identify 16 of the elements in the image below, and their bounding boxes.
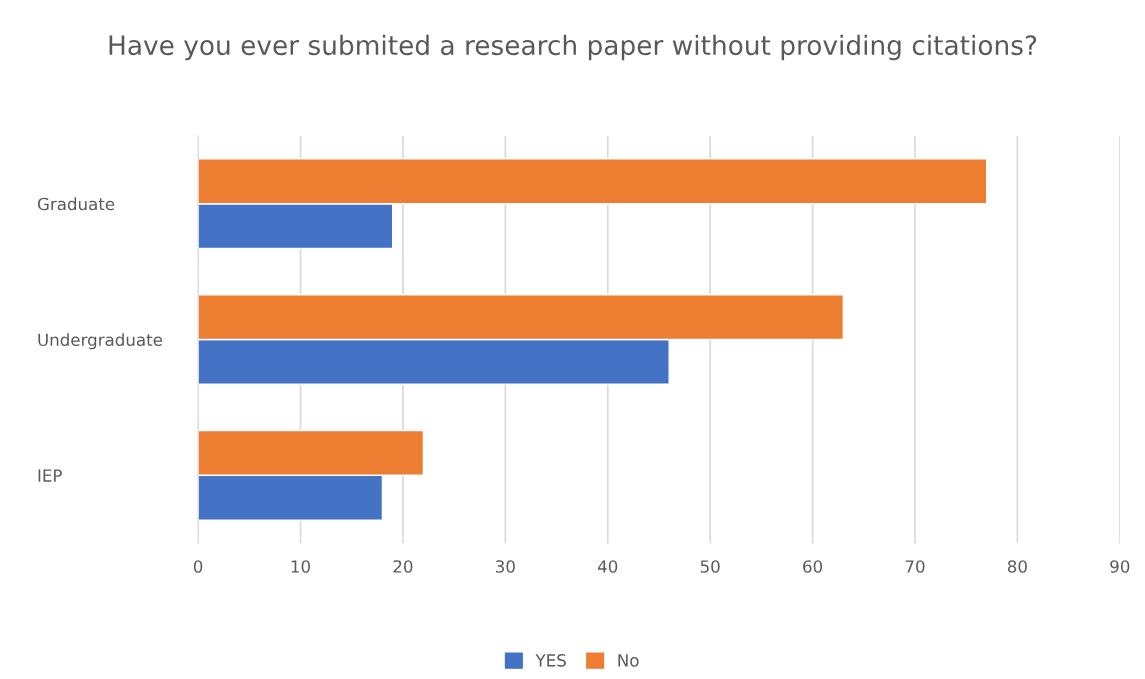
y-tick-label: Undergraduate	[38, 333, 163, 350]
x-tick-label: 20	[393, 560, 413, 573]
x-tick-label: 80	[1007, 560, 1027, 573]
x-tick-label: 10	[291, 560, 310, 573]
legend-label: No	[618, 654, 639, 667]
x-tick-label: 40	[597, 560, 618, 573]
chart-title: Have you ever submited a research paper without providing citations?	[109, 34, 1037, 61]
x-tick-label: 90	[1110, 560, 1130, 573]
x-tick-label: 60	[803, 560, 823, 573]
legend-label: YES	[535, 654, 566, 667]
y-tick-label: IEP	[38, 469, 62, 482]
x-tick-label: 70	[905, 560, 925, 573]
x-tick-label: 0	[193, 560, 203, 573]
y-tick-label: Graduate	[37, 197, 115, 211]
x-tick-label: 50	[700, 560, 720, 573]
x-tick-label: 30	[495, 560, 515, 573]
